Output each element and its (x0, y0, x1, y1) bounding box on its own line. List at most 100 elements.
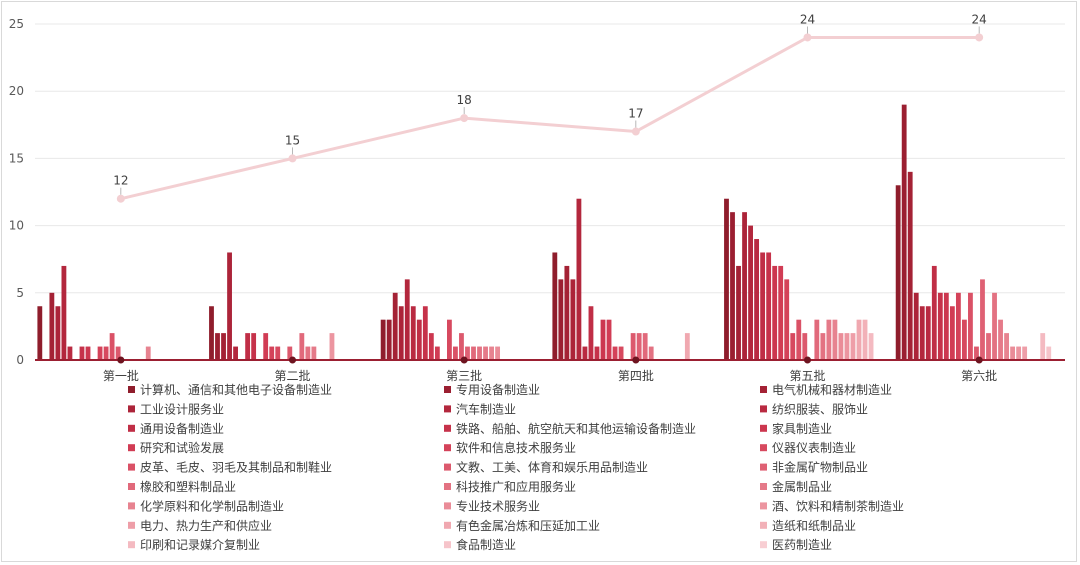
bar (642, 333, 648, 360)
bar (97, 346, 103, 360)
bar (931, 265, 937, 360)
bar (968, 292, 973, 360)
bar (1022, 346, 1028, 360)
legend-item: 专业技术服务业 (444, 498, 540, 513)
y-tick-label: 20 (9, 84, 24, 98)
bar (392, 292, 398, 360)
legend-item: 皮革、毛皮、羽毛及其制品和制鞋业 (128, 460, 332, 475)
bar (465, 346, 470, 360)
legend-item: 有色金属冶炼和压延加工业 (444, 518, 600, 533)
legend-swatch (128, 463, 135, 471)
x-tick-label: 第一批 (103, 368, 139, 383)
bar (570, 279, 576, 360)
legend-label: 文教、工美、体育和娱乐用品制造业 (456, 460, 648, 475)
bar (233, 346, 238, 360)
legend-label: 通用设备制造业 (140, 422, 224, 436)
bar (109, 333, 115, 360)
bar (901, 104, 907, 360)
legend-swatch (444, 444, 451, 452)
bar (913, 292, 919, 360)
legend-swatch (760, 463, 767, 471)
bar (588, 306, 594, 360)
x-tick-marker (632, 356, 640, 364)
bar (103, 346, 109, 360)
bar (558, 279, 564, 360)
x-tick-label: 第六批 (961, 368, 997, 383)
bar (949, 306, 955, 360)
x-tick-label: 第二批 (274, 368, 310, 383)
legend-label: 计算机、通信和其他电子设备制造业 (140, 382, 332, 397)
x-tick-marker (975, 356, 983, 364)
legend-swatch (128, 541, 135, 549)
bar (329, 333, 335, 360)
bar (453, 346, 458, 360)
legend-swatch (128, 424, 135, 432)
legend-label: 科技推广和应用服务业 (456, 479, 576, 494)
legend-swatch (760, 405, 767, 413)
bar (850, 333, 856, 360)
legend-item: 化学原料和化学制品制造业 (128, 498, 284, 513)
bar (742, 212, 747, 360)
legend-swatch (128, 483, 135, 490)
legend-item: 金属制品业 (760, 479, 832, 494)
bar (305, 346, 311, 360)
bar (275, 346, 281, 360)
legend-label: 电力、热力生产和供应业 (140, 518, 272, 533)
bar (459, 333, 464, 360)
legend-label: 专业技术服务业 (456, 498, 540, 513)
bar (410, 306, 416, 360)
legend-item: 食品制造业 (444, 537, 516, 552)
bar (754, 239, 760, 360)
legend-item: 印刷和记录媒介复制业 (128, 538, 260, 552)
bar (299, 333, 305, 360)
legend-item: 铁路、船舶、航空航天和其他运输设备制造业 (444, 421, 696, 436)
bar (67, 346, 73, 360)
bar (552, 252, 558, 360)
bar (447, 319, 452, 360)
legend-item: 医药制造业 (760, 538, 832, 552)
legend-item: 橡胶和塑料制品业 (128, 479, 236, 494)
bar (856, 319, 862, 360)
line-data-label: 24 (800, 12, 815, 26)
bar (582, 346, 588, 360)
legend-swatch (128, 502, 135, 510)
x-tick-marker (460, 356, 468, 364)
bar (826, 319, 832, 360)
bar (1004, 333, 1009, 360)
bar (986, 333, 991, 360)
bar (404, 279, 410, 360)
bar (684, 333, 690, 360)
legend-label: 有色金属冶炼和压延加工业 (456, 518, 600, 533)
legend-swatch (128, 444, 135, 452)
bar (434, 346, 440, 360)
legend-label: 印刷和记录媒介复制业 (140, 538, 260, 552)
bar (895, 185, 901, 360)
bar (49, 292, 55, 360)
bar (209, 306, 214, 360)
bar (428, 333, 434, 360)
legend-label: 专用设备制造业 (456, 382, 540, 397)
legend-item: 工业设计服务业 (128, 401, 224, 416)
legend-swatch (760, 386, 767, 393)
bars (37, 104, 1052, 360)
gridlines (35, 23, 1065, 294)
legend-label: 造纸和纸制品业 (772, 519, 856, 533)
bar (263, 333, 269, 360)
bar (245, 333, 251, 360)
bar (251, 333, 257, 360)
bar (495, 346, 501, 360)
bar (1046, 346, 1052, 360)
bar (937, 292, 943, 360)
bar (648, 346, 654, 360)
legend-swatch (760, 502, 767, 510)
y-axis: 0 5 10 15 20 25 (9, 17, 24, 367)
bar (736, 265, 741, 360)
legend-item: 造纸和纸制品业 (760, 519, 856, 533)
line-point (460, 114, 469, 123)
legend-item: 文教、工美、体育和娱乐用品制造业 (444, 460, 648, 475)
bar (612, 346, 618, 360)
legend-swatch (128, 386, 135, 393)
legend-label: 金属制品业 (772, 479, 832, 494)
x-tick-marker (804, 356, 811, 364)
